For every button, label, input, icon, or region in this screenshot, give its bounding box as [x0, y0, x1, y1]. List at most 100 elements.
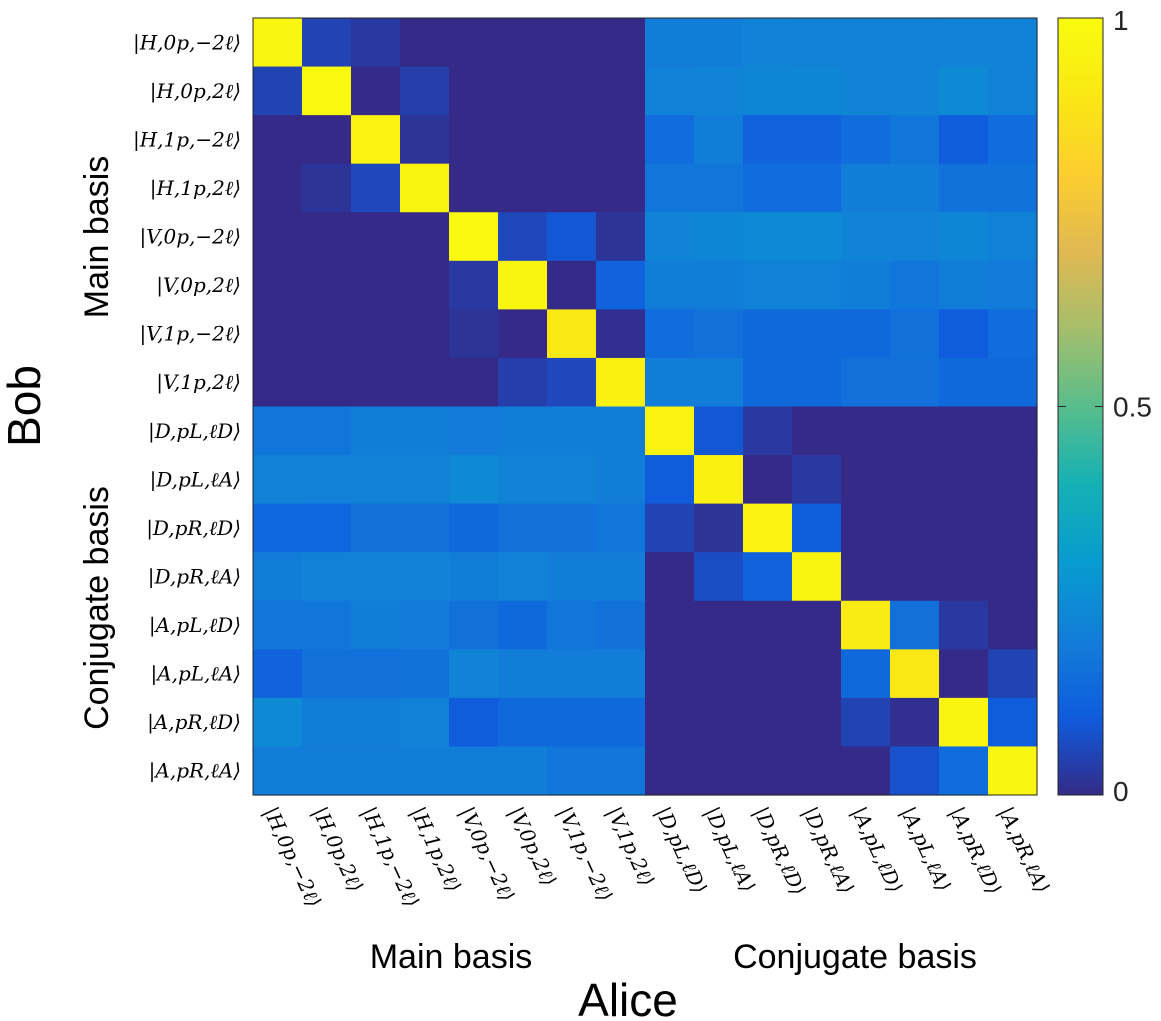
colorbar-tick-label: 0	[1113, 776, 1129, 807]
heatmap-cell	[449, 503, 499, 553]
heatmap-cell	[841, 697, 891, 748]
heatmap-cell	[939, 503, 989, 553]
heatmap-cell	[988, 357, 1038, 408]
heatmap-cell	[596, 357, 646, 408]
heatmap-cell	[792, 66, 842, 116]
heatmap-cell	[547, 455, 597, 505]
heatmap-cell	[645, 212, 695, 262]
heatmap-cell	[547, 115, 597, 165]
heatmap-cell	[498, 115, 548, 165]
heatmap-cell	[351, 746, 401, 796]
heatmap-cell	[841, 649, 891, 699]
heatmap-cell	[351, 18, 401, 68]
heatmap-cell	[596, 66, 646, 116]
heatmap-cell	[596, 649, 646, 699]
row-label: |H,1p,2ℓ⟩	[150, 176, 241, 201]
heatmap-cell	[253, 406, 303, 456]
heatmap-cell	[792, 115, 842, 165]
heatmap-cell	[645, 18, 695, 68]
heatmap-cell	[694, 649, 744, 699]
heatmap-cell	[645, 649, 695, 699]
heatmap-cell	[645, 309, 695, 359]
heatmap-cell	[988, 260, 1038, 310]
heatmap-cell	[694, 406, 744, 456]
heatmap-cell	[596, 309, 646, 359]
heatmap-cell	[743, 649, 793, 699]
heatmap-cell	[939, 697, 989, 748]
heatmap-cell	[792, 697, 842, 748]
heatmap-cell	[449, 649, 499, 699]
heatmap-cell	[253, 212, 303, 262]
heatmap-cell	[498, 260, 548, 310]
heatmap-cell	[988, 552, 1038, 602]
heatmap-cell	[547, 163, 597, 213]
heatmap-cell	[890, 260, 940, 310]
heatmap-cell	[302, 212, 352, 262]
heatmap-cell	[988, 66, 1038, 116]
heatmap-cell	[890, 115, 940, 165]
plot-frame	[252, 17, 1038, 796]
heatmap-cell	[645, 455, 695, 505]
heatmap-cell	[743, 115, 793, 165]
heatmap-cell	[743, 163, 793, 213]
colorbar-tick-label: 0.5	[1113, 392, 1152, 423]
heatmap-cell	[351, 406, 401, 456]
heatmap-cell	[792, 260, 842, 310]
heatmap-cells	[253, 18, 1038, 796]
row-label: |A,pR,ℓD⟩	[147, 710, 241, 735]
heatmap-cell	[939, 552, 989, 602]
heatmap-cell	[694, 260, 744, 310]
heatmap-cell	[988, 455, 1038, 505]
heatmap-cell	[743, 552, 793, 602]
heatmap-cell	[596, 115, 646, 165]
heatmap-cell	[694, 163, 744, 213]
heatmap-cell	[841, 600, 891, 650]
heatmap-cell	[743, 697, 793, 748]
heatmap-cell	[351, 697, 401, 748]
heatmap-cell	[694, 357, 744, 408]
heatmap-cell	[890, 649, 940, 699]
heatmap-cell	[841, 66, 891, 116]
heatmap-cell	[449, 357, 499, 408]
heatmap-cell	[253, 357, 303, 408]
heatmap-cell	[645, 260, 695, 310]
heatmap-cell	[645, 600, 695, 650]
heatmap-cell	[400, 649, 450, 699]
heatmap-cell	[351, 503, 401, 553]
heatmap-cell	[596, 212, 646, 262]
heatmap-cell	[400, 309, 450, 359]
heatmap-cell	[449, 163, 499, 213]
heatmap-cell	[596, 260, 646, 310]
heatmap-cell	[596, 746, 646, 796]
heatmap-cell	[841, 552, 891, 602]
heatmap-cell	[302, 503, 352, 553]
heatmap-cell	[253, 455, 303, 505]
heatmap-cell	[988, 163, 1038, 213]
heatmap-cell	[743, 260, 793, 310]
heatmap-cell	[890, 455, 940, 505]
heatmap-cell	[988, 115, 1038, 165]
heatmap-cell	[351, 600, 401, 650]
heatmap-cell	[890, 66, 940, 116]
heatmap-cell	[743, 66, 793, 116]
heatmap-cell	[890, 503, 940, 553]
heatmap-cell	[547, 649, 597, 699]
x-group-main-basis: Main basis	[370, 938, 533, 976]
heatmap-cell	[939, 746, 989, 796]
heatmap-cell	[939, 66, 989, 116]
heatmap-cell	[988, 309, 1038, 359]
heatmap-cell	[547, 66, 597, 116]
heatmap-cell	[449, 697, 499, 748]
heatmap-cell	[890, 357, 940, 408]
heatmap-cell	[449, 406, 499, 456]
heatmap-cell	[498, 357, 548, 408]
heatmap-cell	[792, 503, 842, 553]
heatmap-cell	[253, 66, 303, 116]
heatmap-cell	[792, 746, 842, 796]
heatmap-cell	[792, 649, 842, 699]
heatmap-cell	[645, 115, 695, 165]
heatmap-cell	[351, 357, 401, 408]
heatmap-cell	[400, 115, 450, 165]
heatmap-cell	[547, 309, 597, 359]
